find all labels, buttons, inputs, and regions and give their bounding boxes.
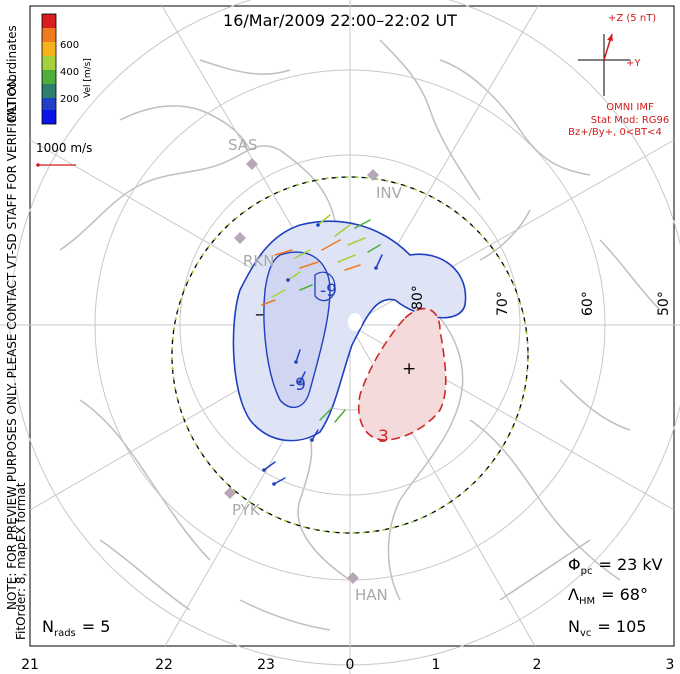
reference-vector-label: 1000 m/s [36,141,92,155]
map-title: 16/Mar/2009 22:00–22:02 UT [223,11,457,30]
lat-label-50: 50° [656,291,672,316]
contour-label-neg-1: -9 [320,281,337,301]
positive-potential-cell [358,307,447,441]
mlt-label-2: 2 [533,657,542,673]
station-label-inv: INV [376,184,403,202]
mlt-label-21: 21 [21,657,39,673]
imf-source-label: OMNI IMF [606,102,654,113]
colorbar-tick-600: 600 [60,40,79,51]
mlt-label-1: 1 [432,657,441,673]
stat-lambda-hm: ΛHM = 68° [568,585,648,607]
mlt-label-0: 0 [346,657,355,673]
mlt-label-23: 23 [257,657,275,673]
station-marker-pyk [224,487,236,499]
fit-order-note: FitOrder: 8, mapEX format [14,482,28,640]
contour-label-neg-2: -9 [289,375,306,395]
mlt-label-22: 22 [155,657,173,673]
imf-clock: +Z (5 nT) +Y OMNI IMF Stat Mod: RG96 Bz+… [568,13,669,138]
station-label-rkn: RKN [243,252,274,270]
potential-maximum-mark: + [402,359,416,379]
stat-n-vc: Nvc = 105 [568,617,646,639]
latitude-labels: 80° 70° 60° 50° [410,285,672,316]
preview-note: NOTE: FOR PREVIEW PURPOSES ONLY. PLEASE … [5,74,19,610]
mlt-label-3: 3 [666,657,675,673]
imf-bz-label: +Z (5 nT) [608,13,656,24]
station-label-pyk: PYK [232,501,261,519]
station-label-han: HAN [355,586,388,604]
lat-label-70: 70° [495,291,511,316]
coordinate-system-label: MLT coordinates [5,25,19,122]
colorbar-tick-400: 400 [60,67,79,78]
coastlines [59,39,661,631]
velocity-vectors [261,214,383,486]
reference-vector: 1000 m/s [36,141,92,167]
lat-label-60: 60° [580,291,596,316]
statistics: Φpc = 23 kV ΛHM = 68° Nvc = 105 Nrads = 5 [42,555,663,639]
potential-minimum-mark: – [255,304,264,325]
imf-condition-label: Bz+/By+, 0<BT<4 [568,127,662,138]
velocity-colorbar: 600 400 200 Vel [m/s] [41,13,93,125]
stat-n-rads: Nrads = 5 [42,617,110,639]
stat-model-label: Stat Mod: RG96 [591,115,670,126]
colorbar-tick-200: 200 [60,94,79,105]
station-label-sas: SAS [228,136,258,154]
contour-labels: -9 -9 3 – + [255,281,416,447]
station-markers [224,158,379,584]
mlt-axis: 21 22 23 0 1 2 3 [21,657,674,673]
contour-label-pos: 3 [378,427,389,447]
station-marker-sas [246,158,258,170]
station-marker-han [347,572,359,584]
station-marker-rkn [234,232,246,244]
heppner-maynard-boundary [171,176,529,534]
lat-label-80: 80° [410,285,426,310]
station-labels: SAS INV RKN PYK HAN [228,136,403,604]
stat-phi-pc: Φpc = 23 kV [568,555,663,577]
imf-by-label: +Y [626,58,641,69]
colorbar-label: Vel [m/s] [83,58,93,98]
negative-potential-cell [232,220,467,442]
station-marker-inv [367,169,379,181]
